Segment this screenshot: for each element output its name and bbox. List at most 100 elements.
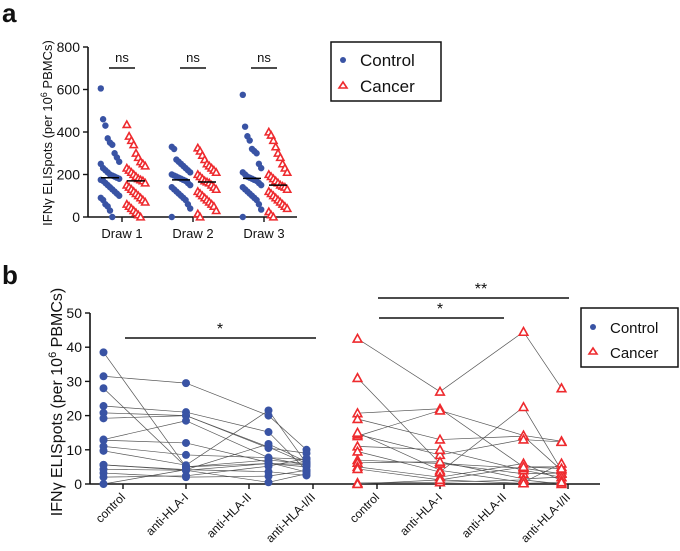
cancer-point [268, 135, 279, 145]
control-point [99, 436, 108, 445]
control-point [99, 116, 107, 123]
y-tick-label: 600 [57, 82, 81, 98]
cancer-point [555, 435, 568, 447]
x-tick-label: Draw 1 [101, 226, 142, 241]
significance-label: ns [257, 50, 271, 65]
cancer-point [140, 196, 151, 206]
cancer-point [121, 119, 132, 129]
cancer-point [434, 433, 446, 444]
subject-line [103, 405, 307, 471]
cancer-point [517, 433, 530, 444]
control-point [302, 466, 311, 475]
x-tick-label: Draw 2 [172, 226, 213, 241]
control-point [99, 348, 108, 357]
significance-label: ** [475, 281, 487, 298]
legend-cancer-label: Cancer [360, 77, 415, 96]
y-tick-label: 10 [66, 442, 82, 458]
control-point [102, 122, 109, 129]
legend-control-label: Control [360, 51, 415, 70]
subject-line [357, 466, 562, 481]
subject-line [103, 443, 307, 485]
subject-line [103, 412, 307, 464]
panel-a-ylabel: IFNγ ELISpots (per 106 PBMCs) [39, 40, 55, 226]
subject-line [103, 420, 307, 466]
cancer-point [351, 463, 364, 474]
cancer-point [282, 203, 293, 213]
subject-line [357, 408, 562, 468]
cancer-point [517, 477, 530, 488]
cancer-point [517, 460, 530, 472]
x-tick-label: anti-HLA-I [397, 490, 445, 538]
panel-label-a: a [2, 0, 17, 28]
x-tick-label: anti-HLA-I/II [263, 490, 318, 545]
cancer-point [351, 413, 364, 424]
y-tick-label: 50 [66, 305, 82, 321]
control-point [187, 205, 194, 212]
control-point [239, 91, 246, 99]
cancer-point [268, 211, 279, 221]
cancer-point [270, 141, 281, 151]
x-tick-label: anti-HLA-I [143, 490, 191, 538]
control-point [99, 384, 108, 393]
y-tick-label: 0 [72, 209, 80, 225]
subject-line [103, 375, 307, 451]
control-point [99, 446, 108, 455]
subject-line [103, 439, 307, 473]
legend-control-label: Control [610, 320, 658, 337]
subject-line [103, 446, 307, 460]
control-point [182, 450, 190, 459]
control-point [264, 459, 273, 468]
subject-line [103, 469, 307, 478]
subject-line [103, 468, 307, 483]
subject-line [103, 387, 307, 468]
control-point [116, 158, 123, 165]
legend-a: Control Cancer [330, 41, 442, 102]
control-point [182, 379, 190, 388]
y-tick-label: 40 [66, 339, 82, 355]
control-point [258, 206, 265, 213]
control-point [170, 145, 178, 153]
control-point [253, 150, 260, 157]
significance-label: * [437, 301, 443, 318]
cancer-point [195, 211, 206, 221]
cancer-point [351, 426, 364, 437]
panel-a-chart: 0 200 400 600 800 Draw 1 ns Draw 2 ns Draw 3 ns [57, 39, 297, 241]
significance-label: ns [115, 50, 129, 65]
cancer-point [351, 478, 364, 489]
legend-cancer-marker [337, 80, 349, 89]
control-point [116, 192, 123, 199]
control-point [239, 213, 246, 221]
subject-line [357, 459, 562, 475]
control-point [109, 141, 116, 148]
x-tick-label: control [347, 490, 382, 525]
cancer-point [211, 205, 222, 215]
cancer-point [135, 211, 146, 221]
legend-control-marker [590, 324, 596, 330]
control-point [168, 213, 175, 221]
control-point [99, 460, 108, 469]
cancer-point [434, 404, 446, 415]
y-tick-label: 0 [74, 476, 82, 492]
x-tick-label: anti-HLA-I/II [518, 490, 573, 545]
cancer-point [434, 385, 446, 396]
control-point [264, 439, 273, 448]
x-tick-label: Draw 3 [243, 226, 284, 241]
cancer-point [282, 184, 293, 194]
cancer-point [275, 152, 286, 162]
control-point [264, 406, 273, 415]
legend-control-marker [340, 57, 346, 63]
control-point [182, 438, 190, 447]
control-point [109, 213, 116, 221]
subject-line [357, 432, 562, 483]
control-point [99, 414, 108, 423]
subject-line [357, 434, 562, 456]
control-point [116, 175, 123, 182]
subject-line [357, 410, 562, 442]
control-point [99, 372, 108, 381]
x-tick-label: anti-HLA-II [204, 490, 254, 540]
control-point [99, 473, 108, 482]
y-tick-label: 800 [57, 39, 81, 55]
subject-line [103, 463, 307, 471]
cancer-point [140, 160, 151, 170]
subject-line [357, 479, 562, 485]
